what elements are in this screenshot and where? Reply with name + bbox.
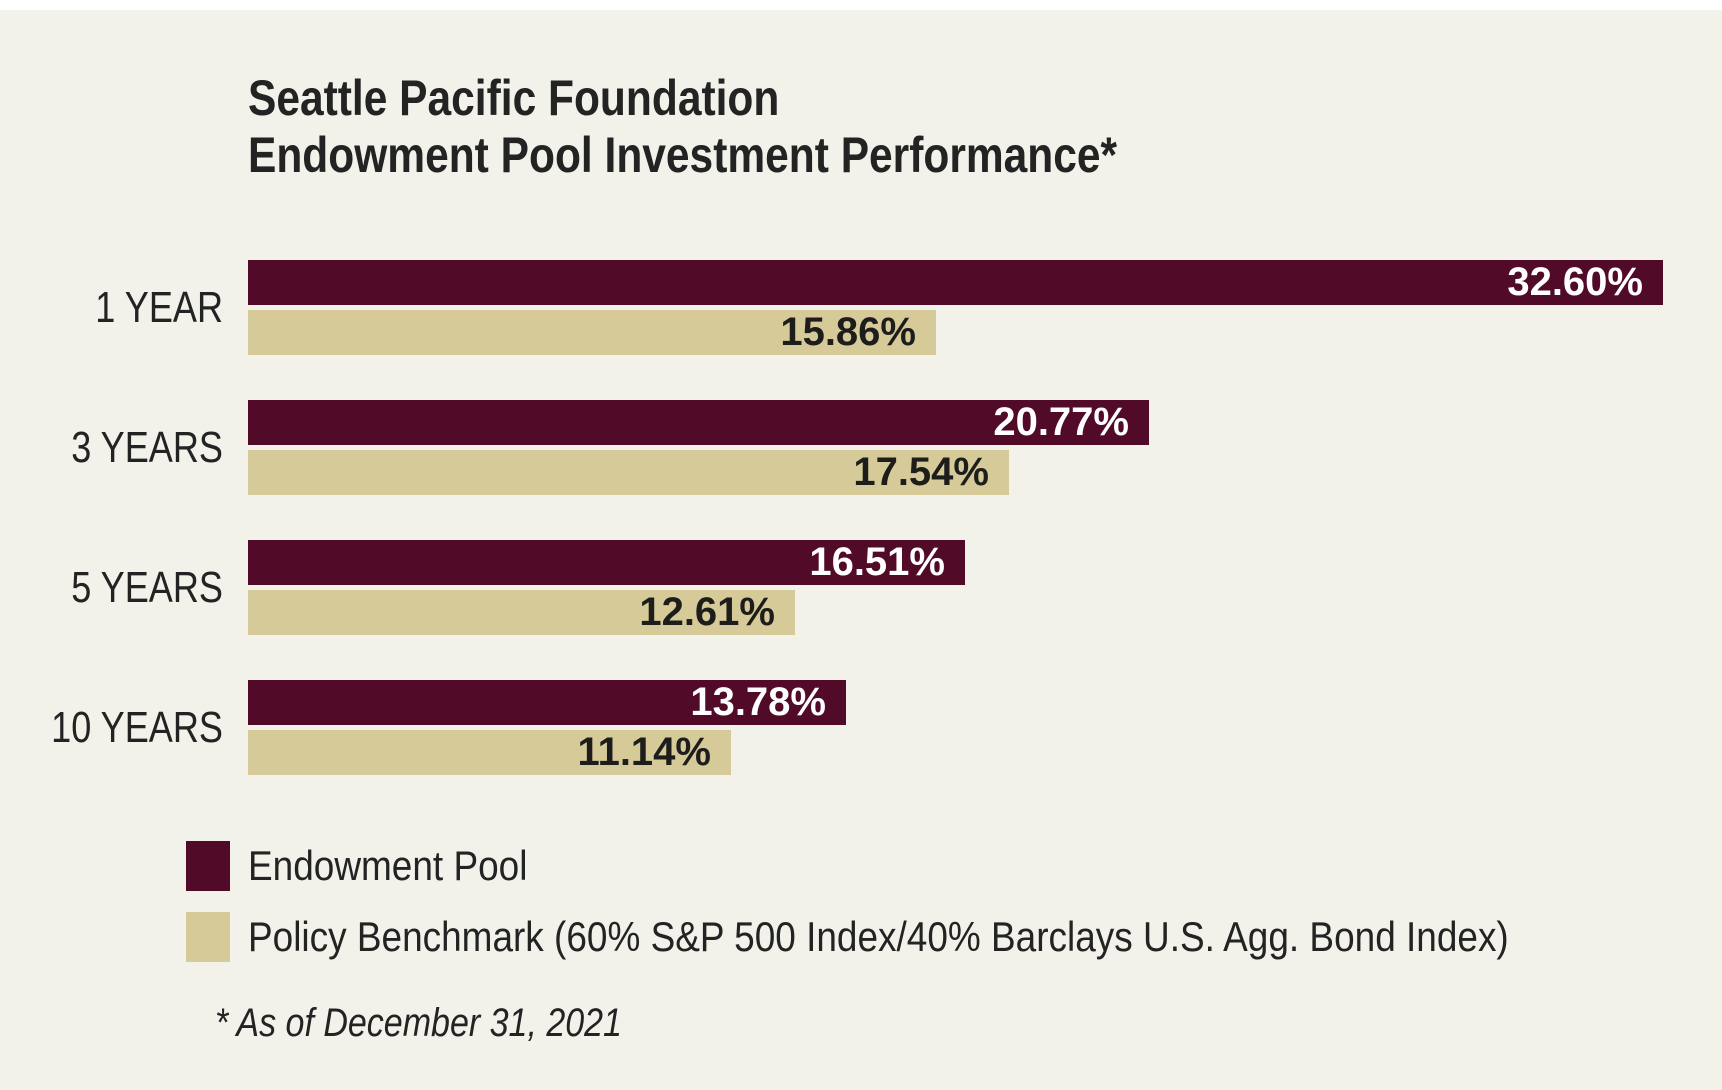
- bar-endowment-pool-1-year: 32.60%: [248, 260, 1663, 305]
- value-label-endowment-pool-1-year: 32.60%: [1507, 260, 1643, 304]
- chart-title-line2: Endowment Pool Investment Performance*: [248, 127, 1118, 183]
- bar-policy-benchmark-10-years: 11.14%: [248, 730, 731, 775]
- legend-label-policy-benchmark: Policy Benchmark (60% S&P 500 Index/40% …: [248, 913, 1509, 960]
- footnote-as-of-date: * As of December 31, 2021: [215, 1000, 622, 1045]
- value-label-policy-benchmark-5-years: 12.61%: [639, 590, 775, 634]
- row-label-1-year: 1 YEAR: [95, 282, 223, 332]
- bar-policy-benchmark-5-years: 12.61%: [248, 590, 795, 635]
- row-label-3-years: 3 YEARS: [71, 422, 224, 472]
- value-label-endowment-pool-3-years: 20.77%: [993, 400, 1129, 444]
- row-label-10-years: 10 YEARS: [51, 702, 223, 752]
- value-label-policy-benchmark-3-years: 17.54%: [853, 450, 989, 494]
- bar-endowment-pool-10-years: 13.78%: [248, 680, 846, 725]
- legend-label-endowment-pool: Endowment Pool: [248, 842, 528, 889]
- value-label-policy-benchmark-1-year: 15.86%: [780, 310, 916, 354]
- value-label-endowment-pool-10-years: 13.78%: [690, 680, 826, 724]
- value-label-endowment-pool-5-years: 16.51%: [809, 540, 945, 584]
- bar-policy-benchmark-1-year: 15.86%: [248, 310, 936, 355]
- bar-policy-benchmark-3-years: 17.54%: [248, 450, 1009, 495]
- legend-swatch-endowment-pool: [186, 841, 230, 891]
- bar-endowment-pool-3-years: 20.77%: [248, 400, 1149, 445]
- top-border-strip: [0, 0, 1722, 10]
- bar-endowment-pool-5-years: 16.51%: [248, 540, 965, 585]
- row-label-5-years: 5 YEARS: [71, 562, 224, 612]
- legend-swatch-policy-benchmark: [186, 912, 230, 962]
- chart-title: Seattle Pacific Foundation Endowment Poo…: [248, 70, 1117, 184]
- chart-title-line1: Seattle Pacific Foundation: [248, 70, 780, 126]
- value-label-policy-benchmark-10-years: 11.14%: [577, 730, 711, 774]
